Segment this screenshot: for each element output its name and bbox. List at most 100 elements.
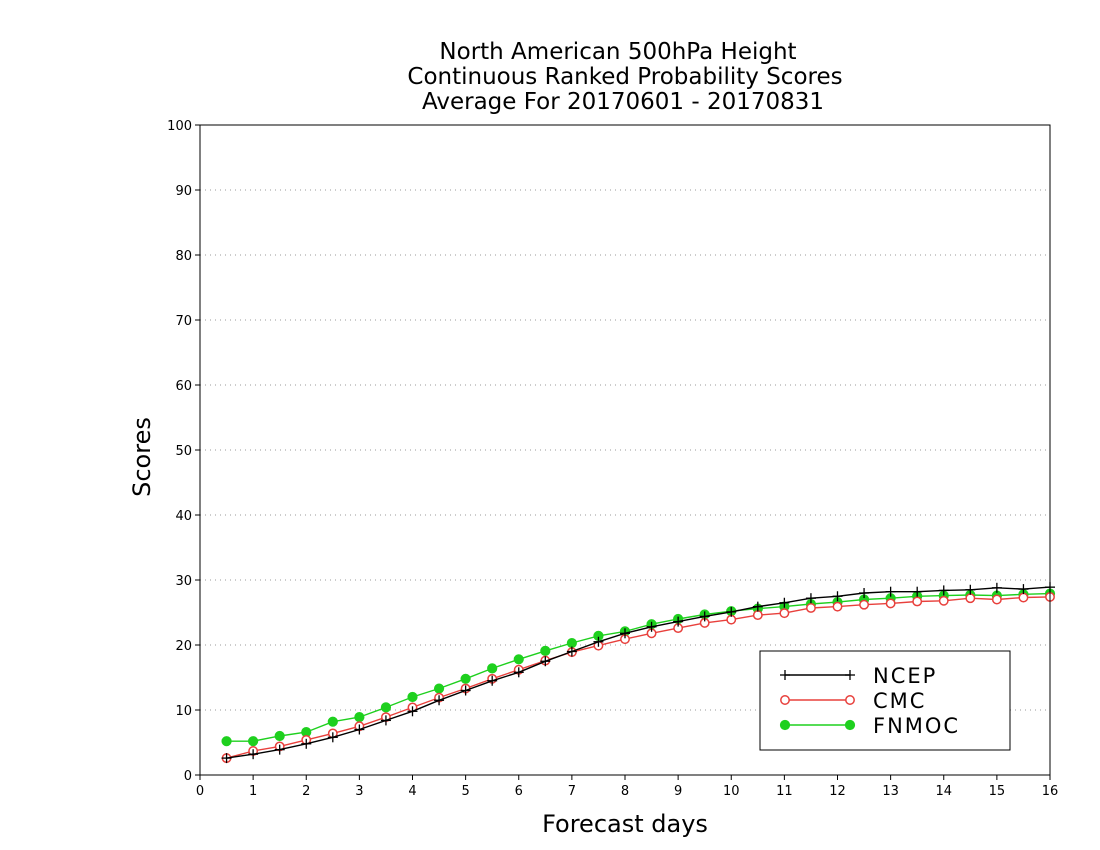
data-point-fnmoc: [248, 736, 259, 747]
legend-label-fnmoc: FNMOC: [873, 714, 960, 738]
data-point-fnmoc: [487, 663, 498, 674]
x-tick-label: 3: [355, 784, 363, 799]
x-tick-label: 10: [723, 784, 740, 799]
legend-marker-cmc: [780, 695, 790, 705]
data-point-ncep: [248, 749, 259, 760]
data-point-ncep: [805, 593, 816, 604]
data-point-ncep: [327, 732, 338, 743]
data-point-ncep: [487, 675, 498, 686]
x-tick-label: 13: [882, 784, 899, 799]
legend-label-ncep: NCEP: [873, 664, 937, 688]
legend-entry-fnmoc: FNMOC: [779, 714, 960, 738]
data-point-ncep: [752, 601, 763, 612]
data-point-ncep: [513, 667, 524, 678]
data-point-ncep: [832, 591, 843, 602]
chart-title-line-1: North American 500hPa Height: [439, 39, 796, 65]
data-point-cmc: [991, 594, 1002, 605]
data-point-ncep: [301, 738, 312, 749]
plot-frame: [199, 124, 1051, 776]
x-tick-label: 16: [1042, 784, 1059, 799]
data-point-ncep: [965, 584, 976, 595]
data-point-ncep: [726, 606, 737, 617]
x-tick-label: 1: [249, 784, 257, 799]
legend-marker-ncep: [845, 670, 855, 680]
data-point-ncep: [460, 685, 471, 696]
x-tick-label: 0: [196, 784, 204, 799]
y-tick-label: 10: [175, 704, 192, 719]
y-tick-label: 70: [175, 314, 192, 329]
data-point-ncep: [354, 724, 365, 735]
data-point-cmc: [912, 596, 923, 607]
x-tick-label: 6: [515, 784, 523, 799]
legend-marker-fnmoc: [779, 719, 791, 731]
data-point-cmc: [805, 603, 816, 613]
series-ncep: [221, 582, 1055, 764]
data-point-ncep: [566, 646, 577, 657]
data-point-ncep: [699, 611, 710, 622]
data-point-cmc: [885, 598, 896, 609]
y-axis-ticks: 0 10 20 30 40 50 60 70 80 90 100: [167, 119, 200, 784]
legend-marker-ncep: [780, 670, 790, 680]
data-point-fnmoc: [221, 736, 232, 747]
x-tick-label: 12: [829, 784, 846, 799]
x-tick-label: 2: [302, 784, 310, 799]
data-point-fnmoc: [460, 673, 471, 684]
data-point-fnmoc: [407, 691, 418, 703]
grid-lines: [200, 189, 1050, 711]
legend-marker-fnmoc: [844, 719, 856, 731]
y-tick-label: 40: [175, 509, 192, 524]
data-point-ncep: [620, 628, 630, 639]
legend-entry-cmc: CMC: [780, 689, 926, 713]
data-point-ncep: [779, 597, 790, 608]
legend-entry-ncep: NCEP: [780, 664, 937, 688]
x-axis-ticks: 0 1 2 3 4 5 6 7 8 9 10 11 12 13 14 15 16: [196, 775, 1058, 799]
data-point-ncep: [380, 715, 391, 726]
legend-marker-cmc: [845, 695, 855, 705]
data-point-ncep: [221, 753, 232, 764]
x-axis-label: Forecast days: [542, 810, 708, 838]
data-point-ncep: [540, 656, 551, 667]
data-point-cmc: [1018, 592, 1029, 603]
x-tick-label: 11: [776, 784, 793, 799]
y-tick-label: 90: [175, 184, 192, 199]
data-point-fnmoc: [566, 637, 577, 649]
data-point-cmc: [832, 601, 843, 612]
data-point-cmc: [752, 610, 763, 621]
data-point-cmc: [859, 599, 870, 610]
chart-title-line-2: Continuous Ranked Probability Scores: [407, 64, 842, 90]
data-point-ncep: [646, 621, 657, 632]
x-tick-label: 9: [674, 784, 682, 799]
data-point-cmc: [779, 608, 790, 619]
y-tick-label: 50: [175, 444, 192, 459]
series-lines: [221, 582, 1056, 764]
data-point-ncep: [593, 636, 604, 647]
data-point-fnmoc: [327, 716, 338, 727]
data-point-cmc: [965, 593, 976, 604]
y-tick-label: 0: [184, 769, 192, 784]
data-point-ncep: [274, 744, 285, 755]
data-point-ncep: [859, 588, 870, 598]
y-tick-label: 30: [175, 574, 192, 589]
data-point-ncep: [407, 706, 418, 717]
y-tick-label: 20: [175, 639, 192, 654]
y-tick-label: 60: [175, 379, 192, 394]
chart-title-line-3: Average For 20170601 - 20170831: [422, 89, 824, 115]
x-tick-label: 14: [935, 784, 952, 799]
data-point-ncep: [912, 586, 923, 597]
data-point-ncep: [885, 586, 896, 597]
x-tick-label: 5: [461, 784, 469, 799]
data-point-ncep: [673, 616, 684, 627]
data-point-cmc: [938, 595, 949, 606]
data-point-fnmoc: [354, 712, 365, 723]
y-axis-label: Scores: [128, 417, 156, 497]
data-point-fnmoc: [274, 730, 285, 742]
legend-label-cmc: CMC: [873, 689, 926, 713]
data-point-ncep: [938, 585, 949, 596]
x-tick-label: 8: [621, 784, 629, 799]
x-tick-label: 15: [989, 784, 1006, 799]
x-tick-label: 7: [568, 784, 576, 799]
data-point-ncep: [434, 695, 445, 706]
x-tick-label: 4: [408, 784, 416, 799]
